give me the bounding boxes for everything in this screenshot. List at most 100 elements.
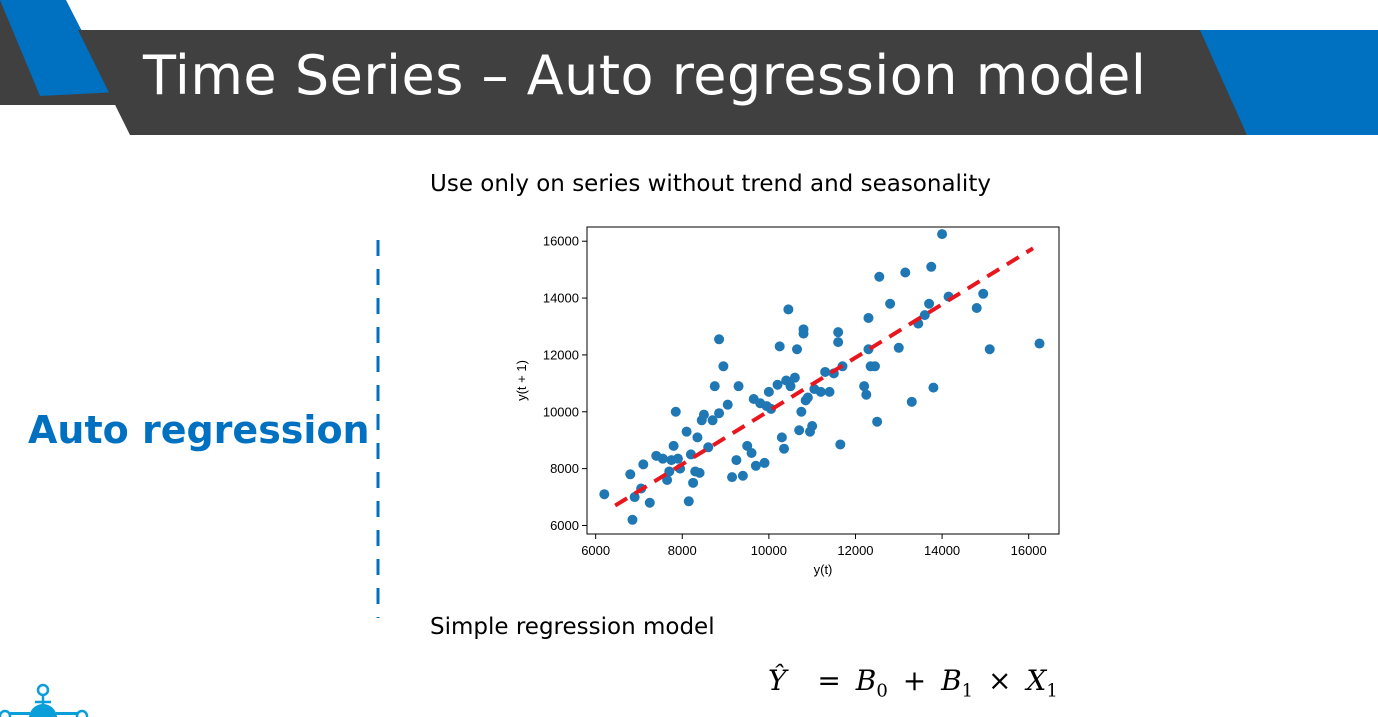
scatter-point <box>937 229 948 240</box>
y-axis-title: y(t + 1) <box>514 360 529 401</box>
formula-b1: B <box>941 664 962 697</box>
scatter-point <box>763 386 774 397</box>
scatter-point <box>638 459 649 470</box>
scatter-point <box>978 288 989 299</box>
scatter-point <box>709 381 720 392</box>
scatter-point <box>707 415 718 426</box>
scatter-point <box>802 392 813 403</box>
slide-subtitle: Use only on series without trend and sea… <box>430 171 991 197</box>
y-tick-label: 10000 <box>543 404 579 419</box>
scatter-point <box>798 328 809 339</box>
scatter-point <box>861 389 872 400</box>
scatter-point <box>698 409 709 420</box>
y-tick-label: 12000 <box>543 347 579 362</box>
model-label: Simple regression model <box>430 614 715 640</box>
scatter-point <box>833 337 844 348</box>
scatter-point <box>774 341 785 352</box>
formula-x1: X <box>1026 664 1047 697</box>
x-tick-label: 14000 <box>924 543 960 558</box>
scatter-point <box>824 386 835 397</box>
scatter-point <box>833 327 844 338</box>
scatter-point <box>785 381 796 392</box>
scatter-point <box>714 334 725 345</box>
x-tick-label: 10000 <box>751 543 787 558</box>
scatter-point <box>776 432 787 443</box>
scatter-point <box>662 474 673 485</box>
scatter-point <box>796 406 807 417</box>
formula-plus: + <box>902 664 927 697</box>
scatter-point <box>750 460 761 471</box>
x-tick-label: 16000 <box>1011 543 1047 558</box>
scatter-point <box>733 381 744 392</box>
scatter-point <box>718 361 729 372</box>
scatter-point <box>971 303 982 314</box>
scatter-point <box>629 492 640 503</box>
scatter-point <box>906 396 917 407</box>
network-logo-icon <box>0 683 89 717</box>
scatter-point <box>900 267 911 278</box>
scatter-point <box>683 496 694 507</box>
x-tick-label: 12000 <box>837 543 873 558</box>
banner-blue-accent <box>0 0 118 96</box>
banner-blue-end <box>1200 30 1378 135</box>
scatter-point <box>688 477 699 488</box>
scatter-point <box>919 310 930 321</box>
scatter-point <box>820 366 831 377</box>
scatter-point <box>859 381 870 392</box>
scatter-point <box>703 442 714 453</box>
y-tick-label: 6000 <box>550 518 579 533</box>
banner-dark-bar <box>78 30 1247 135</box>
scatter-point <box>668 440 679 451</box>
y-tick-label: 8000 <box>550 461 579 476</box>
scatter-point <box>783 304 794 315</box>
scatter-point <box>794 425 805 436</box>
formula-times: × <box>988 664 1012 697</box>
formula-b0-sub: 0 <box>876 680 888 702</box>
y-tick-label: 16000 <box>543 234 579 249</box>
scatter-point <box>727 472 738 483</box>
formula-y-hat: Ŷ <box>768 664 787 697</box>
title-banner <box>0 0 1378 140</box>
scatter-point <box>926 261 937 272</box>
scatter-point <box>984 344 995 355</box>
scatter-point <box>885 298 896 309</box>
scatter-point <box>874 271 885 282</box>
scatter-point <box>625 469 636 480</box>
x-axis-title: y(t) <box>814 562 833 577</box>
slide-title: Time Series – Auto regression model <box>143 44 1147 107</box>
scatter-point <box>1034 338 1045 349</box>
scatter-point <box>670 406 681 417</box>
side-label: Auto regression <box>28 408 370 452</box>
scatter-point <box>869 361 880 372</box>
scatter-point <box>872 416 883 427</box>
scatter-point <box>893 342 904 353</box>
scatter-point <box>692 432 703 443</box>
scatter-point <box>672 453 683 464</box>
y-tick-label: 14000 <box>543 291 579 306</box>
x-tick-label: 8000 <box>668 543 697 558</box>
scatter-point <box>807 420 818 431</box>
plot-frame <box>586 226 1060 535</box>
scatter-point <box>746 447 757 458</box>
scatter-point <box>772 379 783 390</box>
scatter-point <box>599 489 610 500</box>
scatter-point <box>924 298 935 309</box>
formula-b0: B <box>855 664 877 697</box>
scatter-point <box>815 386 826 397</box>
scatter-point <box>694 467 705 478</box>
scatter-point <box>737 470 748 481</box>
formula-equals: = <box>817 664 841 697</box>
scatter-point <box>627 514 638 525</box>
trend-line <box>614 246 1035 508</box>
scatter-chart: 6000 8000 10000 12000 14000 16000 6000 8000 1000… <box>514 226 1060 577</box>
x-tick-label: 6000 <box>581 543 610 558</box>
scatter-point <box>731 455 742 466</box>
scatter-point <box>928 382 939 393</box>
formula-x1-sub: 1 <box>1046 680 1058 702</box>
scatter-point <box>681 426 692 437</box>
scatter-point <box>789 372 800 383</box>
scatter-point <box>779 443 790 454</box>
scatter-point <box>657 453 668 464</box>
scatter-point <box>835 439 846 450</box>
scatter-point <box>759 457 770 468</box>
